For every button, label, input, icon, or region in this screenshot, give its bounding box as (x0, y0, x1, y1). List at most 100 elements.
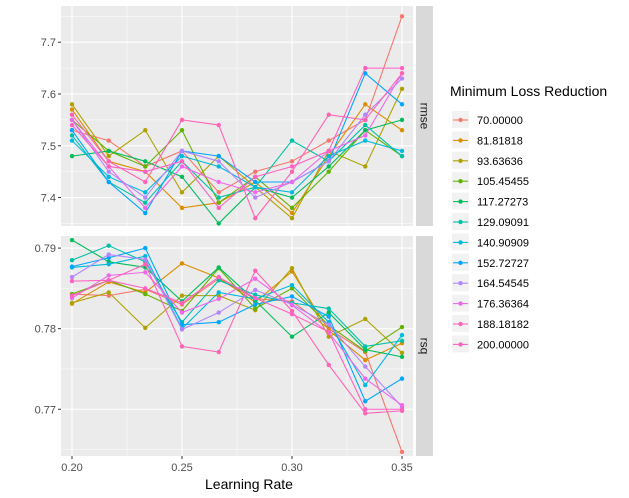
plot-panels: 7.4 7.5 7.6 7.7 rmse 0.77 0.78 0.79 rsq (35, 6, 433, 456)
data-point (69, 293, 75, 298)
data-point (69, 128, 75, 133)
x-tick-label: 0.25 (171, 462, 192, 474)
data-point (253, 268, 258, 273)
data-point (253, 179, 258, 185)
data-point (216, 265, 221, 270)
data-point (69, 138, 75, 143)
data-point (253, 287, 258, 293)
data-point (216, 200, 221, 205)
data-point (179, 205, 185, 211)
data-point (253, 302, 258, 307)
data-point (253, 295, 258, 301)
data-point (399, 449, 405, 455)
data-point (253, 276, 258, 281)
data-point (69, 102, 75, 107)
data-point (363, 112, 368, 117)
data-point (363, 364, 368, 369)
data-point (399, 403, 405, 408)
data-point (106, 148, 111, 154)
data-point (253, 306, 258, 311)
data-point (326, 314, 331, 319)
legend-item: 70.00000 (452, 111, 523, 128)
data-point (363, 65, 368, 71)
data-point (179, 174, 185, 180)
x-tick-label: 0.30 (281, 462, 302, 474)
series-line (71, 73, 403, 209)
data-point (179, 344, 185, 349)
series-line (71, 78, 403, 199)
data-point (253, 190, 258, 195)
series-line (71, 67, 402, 209)
legend: Minimum Loss Reduction 70.00000 81.81818 9… (450, 83, 607, 353)
legend-key-point (458, 260, 463, 265)
data-point (106, 179, 111, 185)
data-point (106, 169, 111, 174)
data-point (363, 411, 368, 416)
data-point (106, 174, 111, 180)
data-point (69, 112, 75, 117)
data-point (143, 200, 148, 205)
data-point (326, 322, 331, 327)
data-point (143, 128, 148, 133)
data-point (216, 159, 221, 164)
data-point (363, 357, 368, 363)
facet-strip-label: rmse (418, 103, 432, 130)
data-point (363, 376, 368, 381)
data-point (69, 278, 75, 284)
legend-key-point (458, 199, 463, 204)
legend-label: 200.00000 (477, 339, 529, 351)
data-point (143, 262, 148, 267)
data-point (143, 164, 148, 169)
data-point (289, 138, 295, 143)
series-line (71, 255, 403, 387)
legend-label: 140.90909 (477, 237, 529, 249)
data-point (399, 350, 405, 356)
series-188.18182 (69, 71, 405, 221)
data-point (289, 169, 295, 174)
data-point (399, 407, 405, 412)
data-point (363, 128, 368, 133)
data-point (253, 174, 258, 180)
data-point (253, 216, 258, 221)
data-point (399, 117, 405, 123)
y-tick-label: 7.6 (41, 89, 56, 101)
data-point (143, 195, 148, 200)
data-point (179, 153, 185, 159)
data-point (363, 71, 368, 76)
legend-item: 117.27273 (452, 192, 528, 210)
data-point (216, 122, 221, 128)
data-point (363, 347, 368, 352)
data-point (326, 164, 331, 169)
y-tick-label: 7.7 (41, 37, 56, 49)
legend-label: 105.45455 (477, 176, 529, 188)
series-line (71, 247, 403, 403)
data-point (289, 286, 295, 291)
data-point (253, 292, 258, 298)
data-point (69, 264, 75, 269)
data-point (143, 253, 148, 259)
data-point (363, 138, 368, 143)
legend-item: 200.00000 (452, 335, 529, 353)
data-point (399, 14, 405, 19)
data-point (69, 133, 75, 138)
data-point (363, 407, 368, 412)
data-point (143, 159, 148, 164)
y-tick-label: 7.5 (41, 141, 56, 153)
x-tick-label: 0.35 (391, 462, 412, 474)
legend-label: 70.00000 (477, 115, 523, 127)
data-point (289, 266, 295, 271)
y-tick-label: 0.78 (35, 324, 56, 336)
data-point (216, 164, 221, 169)
data-point (363, 344, 368, 349)
data-point (143, 205, 148, 211)
data-point (326, 362, 331, 368)
data-point (326, 329, 331, 335)
data-point (216, 296, 221, 302)
legend-key-point (458, 321, 463, 327)
legend-label: 188.18182 (477, 319, 529, 331)
data-point (143, 169, 148, 174)
data-point (289, 159, 295, 164)
data-point (289, 282, 295, 288)
data-point (326, 310, 331, 315)
legend-item: 81.81818 (452, 131, 523, 149)
